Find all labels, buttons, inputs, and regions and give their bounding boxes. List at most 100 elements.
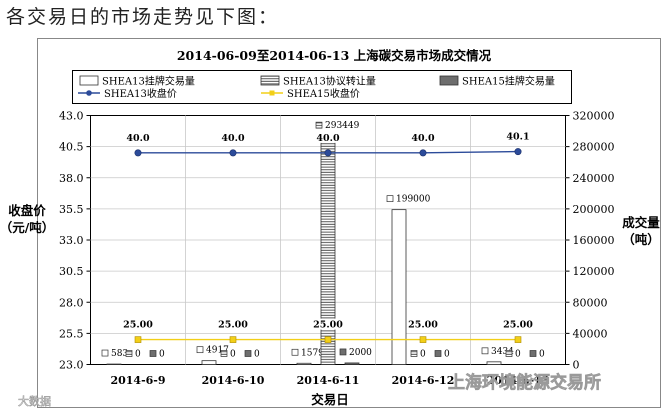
category-label: 2014-6-13 (487, 374, 550, 387)
series-point (514, 148, 522, 156)
bar-label-key (220, 350, 228, 357)
point-data-label: 40.0 (411, 133, 435, 144)
legend-label: SHEA13协议转让量 (283, 75, 376, 88)
bar-label-key (481, 347, 489, 355)
point-label-bg (409, 318, 437, 330)
point-data-label: 25.00 (218, 320, 248, 331)
bar-data-label: 293449 (325, 121, 360, 131)
legend-label: SHEA15挂牌交易量 (462, 75, 555, 88)
right-tick-label: 160000 (573, 234, 615, 247)
left-tick-label: 30.5 (59, 265, 84, 278)
point-data-label: 25.00 (123, 320, 153, 331)
bar-data-label: 0 (159, 350, 165, 360)
bar-data-label: 0 (420, 350, 426, 360)
left-tick-label: 43.0 (59, 110, 84, 123)
left-tick-label: 23.0 (59, 359, 84, 372)
bar-data-label: 0 (539, 350, 545, 360)
series-point (514, 336, 522, 343)
point-label-bg (314, 318, 342, 330)
bar-label-key (529, 350, 537, 357)
point-label-bg (124, 131, 152, 143)
point-label-bg (124, 318, 152, 330)
category-label: 2014-6-10 (202, 374, 265, 387)
legend-box (72, 70, 572, 104)
bar-label-key (291, 348, 299, 356)
right-tick-label: 280000 (573, 141, 615, 154)
bar-label-key (196, 346, 204, 354)
point-data-label: 25.00 (313, 320, 343, 331)
category-label: 2014-6-11 (297, 374, 360, 387)
intro-text: 各交易日的市场走势见下图： (6, 6, 280, 28)
right-tick-label: 80000 (573, 296, 608, 309)
series-point (324, 336, 332, 343)
watermark-bigdata: 大数据 (18, 394, 51, 408)
left-tick-label: 28.0 (59, 296, 84, 309)
bar-hollow (486, 361, 502, 365)
bar-data-label: 199000 (396, 195, 431, 205)
legend-key-marker (269, 90, 275, 96)
watermark-exchange: 上海环境能源交易所 (448, 372, 601, 393)
bar-label-key (410, 350, 418, 357)
point-label-bg (219, 318, 247, 330)
right-tick-label: 0 (573, 359, 580, 372)
category-label: 2014-6-9 (110, 374, 165, 387)
bar-label-key (244, 350, 252, 357)
bar-data-label: 0 (515, 350, 521, 360)
bar-label-key (101, 349, 109, 357)
right-tick-label: 40000 (573, 327, 608, 340)
bar-data-label: 0 (230, 350, 236, 360)
series-point (134, 336, 142, 343)
chart-frame (37, 38, 661, 408)
point-label-bg (314, 131, 342, 143)
series-point (229, 149, 237, 157)
bar-solid-gray (344, 362, 360, 365)
left-tick-label: 40.5 (59, 141, 84, 154)
bar-label-key (386, 195, 394, 203)
bar-hollow (391, 209, 407, 365)
price-lines: 40.0 40.0 40.0 40.0 40.1 25.00 25.00 25.00 25.00… (123, 130, 533, 343)
legend-key-hollow (79, 75, 99, 86)
point-label-bg (409, 131, 437, 143)
left-axis-ticks: 23.0 25.5 28.0 30.5 33.0 35.5 38.0 40.5 43.0 (59, 110, 91, 372)
category-label: 2014-6-12 (392, 374, 455, 387)
point-label-bg (219, 131, 247, 143)
point-data-label: 40.1 (506, 132, 529, 143)
bar-label-key (339, 348, 347, 356)
left-axis-title-line1: 收盘价 (8, 203, 46, 218)
point-data-label: 25.00 (503, 320, 533, 331)
series-point (324, 149, 332, 157)
series-point (229, 336, 237, 343)
point-data-label: 25.00 (408, 320, 438, 331)
right-axis-ticks: 0 40000 80000 120000 160000 200000 240000 28000… (565, 110, 615, 372)
left-tick-label: 25.5 (59, 327, 84, 340)
point-label-bg (504, 130, 532, 142)
legend-key-solid-gray (439, 75, 459, 86)
legend-label: SHEA13挂牌交易量 (102, 75, 195, 88)
x-axis-title: 交易日 (311, 392, 349, 407)
left-tick-label: 38.0 (59, 172, 84, 185)
bar-label-key (315, 121, 323, 129)
chart-title: 2014-06-09至2014-06-13 上海碳交易市场成交情况 (177, 48, 492, 63)
bar-data-label: 0 (135, 350, 141, 360)
bar-data-label: 0 (444, 350, 450, 360)
bar-data-label: 2000 (349, 348, 372, 358)
right-tick-label: 200000 (573, 203, 615, 216)
left-axis-title-line2: （元/吨） (0, 220, 54, 235)
point-data-label: 40.0 (221, 133, 245, 144)
bar-label-key (505, 350, 513, 357)
left-tick-label: 33.0 (59, 234, 84, 247)
bar-data-label: 4917 (206, 346, 229, 356)
series-point (134, 149, 142, 157)
bar-data-label: 0 (254, 350, 260, 360)
bar-label-key (125, 350, 133, 357)
bar-data-label: 583 (111, 349, 128, 359)
legend-key-marker (86, 90, 92, 96)
point-data-label: 40.0 (126, 133, 150, 144)
right-axis-title-line2: （吨） (622, 232, 660, 247)
category-labels: 2014-6-9 2014-6-10 2014-6-11 2014-6-12 2014-… (110, 374, 549, 387)
bar-hollow (296, 362, 312, 365)
legend: SHEA13挂牌交易量 SHEA13协议转让量 SHEA15挂牌交易量 SHEA13收… (72, 70, 572, 104)
bar-hollow (201, 360, 217, 365)
